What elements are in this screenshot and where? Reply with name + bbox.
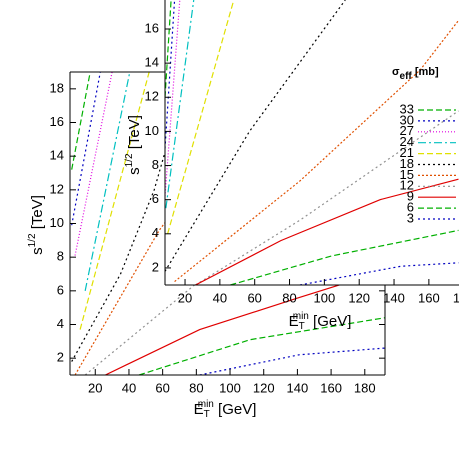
x-tick-label: 40 [213,290,227,305]
x-tick-label: 80 [282,290,296,305]
y-tick-label: 14 [145,55,159,70]
x-tick-label: 120 [348,290,370,305]
y-tick-label: 18 [50,80,64,95]
legend-label: 33 [400,101,414,116]
x-axis-label-base: E [194,401,204,418]
y-tick-label: 12 [145,89,159,104]
y-tick-label: 4 [152,225,159,240]
x-axis-label: ETmin [GeV] [289,311,352,332]
y-axis-label: s1/2 [TeV] [124,115,143,175]
curve [195,110,459,285]
x-tick-label: 160 [418,290,440,305]
curve [174,20,459,283]
curve [84,72,131,291]
x-axis-label-unit: [GeV] [309,313,352,330]
y-tick-label: 14 [50,148,64,163]
plot-background [165,0,459,285]
curve [71,72,189,362]
legend-title-unit: [mb] [412,66,439,78]
x-tick-label: 140 [383,290,405,305]
curve [167,0,235,234]
curve [299,262,459,285]
curve [79,72,150,330]
legend-label: 15 [400,167,414,182]
legend-label: 27 [400,123,414,138]
legend-title-base: σ [392,66,400,78]
y-tick-label: 10 [50,215,64,230]
x-tick-label: 100 [219,380,241,395]
legend-title: σeff [mb] [392,66,439,82]
legend-label: 18 [400,156,414,171]
y-axis-label-sup: 1/2 [124,153,135,167]
y-axis-label-base: s [29,247,46,255]
y-axis-label-base: s [126,167,143,175]
curve [199,347,385,375]
curve [165,0,195,209]
x-axis-label-sup: min [293,311,309,322]
curve [165,0,346,272]
x-axis-label-sub: T [299,321,305,332]
y-tick-label: 16 [145,20,159,35]
y-tick-label: 8 [152,157,159,172]
x-axis-label-unit: [GeV] [214,401,257,418]
y-axis-label-sup: 1/2 [27,233,38,247]
curve [138,317,385,375]
x-tick-label: 60 [155,380,169,395]
curve [74,72,113,256]
legend-label: 12 [400,178,414,193]
legend-title-sub: eff [400,71,413,82]
curve [71,72,101,226]
x-tick-label: 20 [178,290,192,305]
legend-label: 30 [400,112,414,127]
x-tick-label: 40 [122,380,136,395]
y-axis-label-unit: [TeV] [126,115,143,153]
y-tick-label: 2 [57,350,64,365]
x-tick-label: 160 [320,380,342,395]
y-tick-label: 6 [152,191,159,206]
x-axis-label-sub: T [204,409,210,420]
x-axis-label-base: E [289,313,299,330]
y-tick-label: 12 [50,181,64,196]
y-tick-label: 16 [50,114,64,129]
x-tick-label: 180 [354,380,376,395]
x-tick-label: 20 [88,380,102,395]
legend-label: 3 [407,210,414,225]
x-tick-label: 100 [314,290,336,305]
curve [230,229,459,285]
x-axis-label-sup: min [198,399,214,410]
x-tick-label: 120 [253,380,275,395]
legend-label: 21 [400,145,414,160]
curve [195,178,459,285]
y-axis-label-unit: [TeV] [29,195,46,233]
y-tick-label: 18 [145,0,159,1]
y-tick-label: 10 [145,123,159,138]
y-tick-label: 2 [152,259,159,274]
curve [71,72,91,170]
y-tick-label: 6 [57,282,64,297]
x-tick-label: 80 [189,380,203,395]
legend-label: 24 [400,134,414,149]
legend-label: 6 [407,200,414,215]
curve [165,0,172,98]
legend-label: 9 [407,189,414,204]
x-tick-label: 140 [287,380,309,395]
x-tick-label: 60 [247,290,261,305]
y-tick-label: 8 [57,249,64,264]
x-axis-label: ETmin [GeV] [194,399,257,420]
x-tick-label: 180 [453,290,459,305]
y-tick-label: 4 [57,316,64,331]
y-axis-label: s1/2 [TeV] [27,195,46,255]
